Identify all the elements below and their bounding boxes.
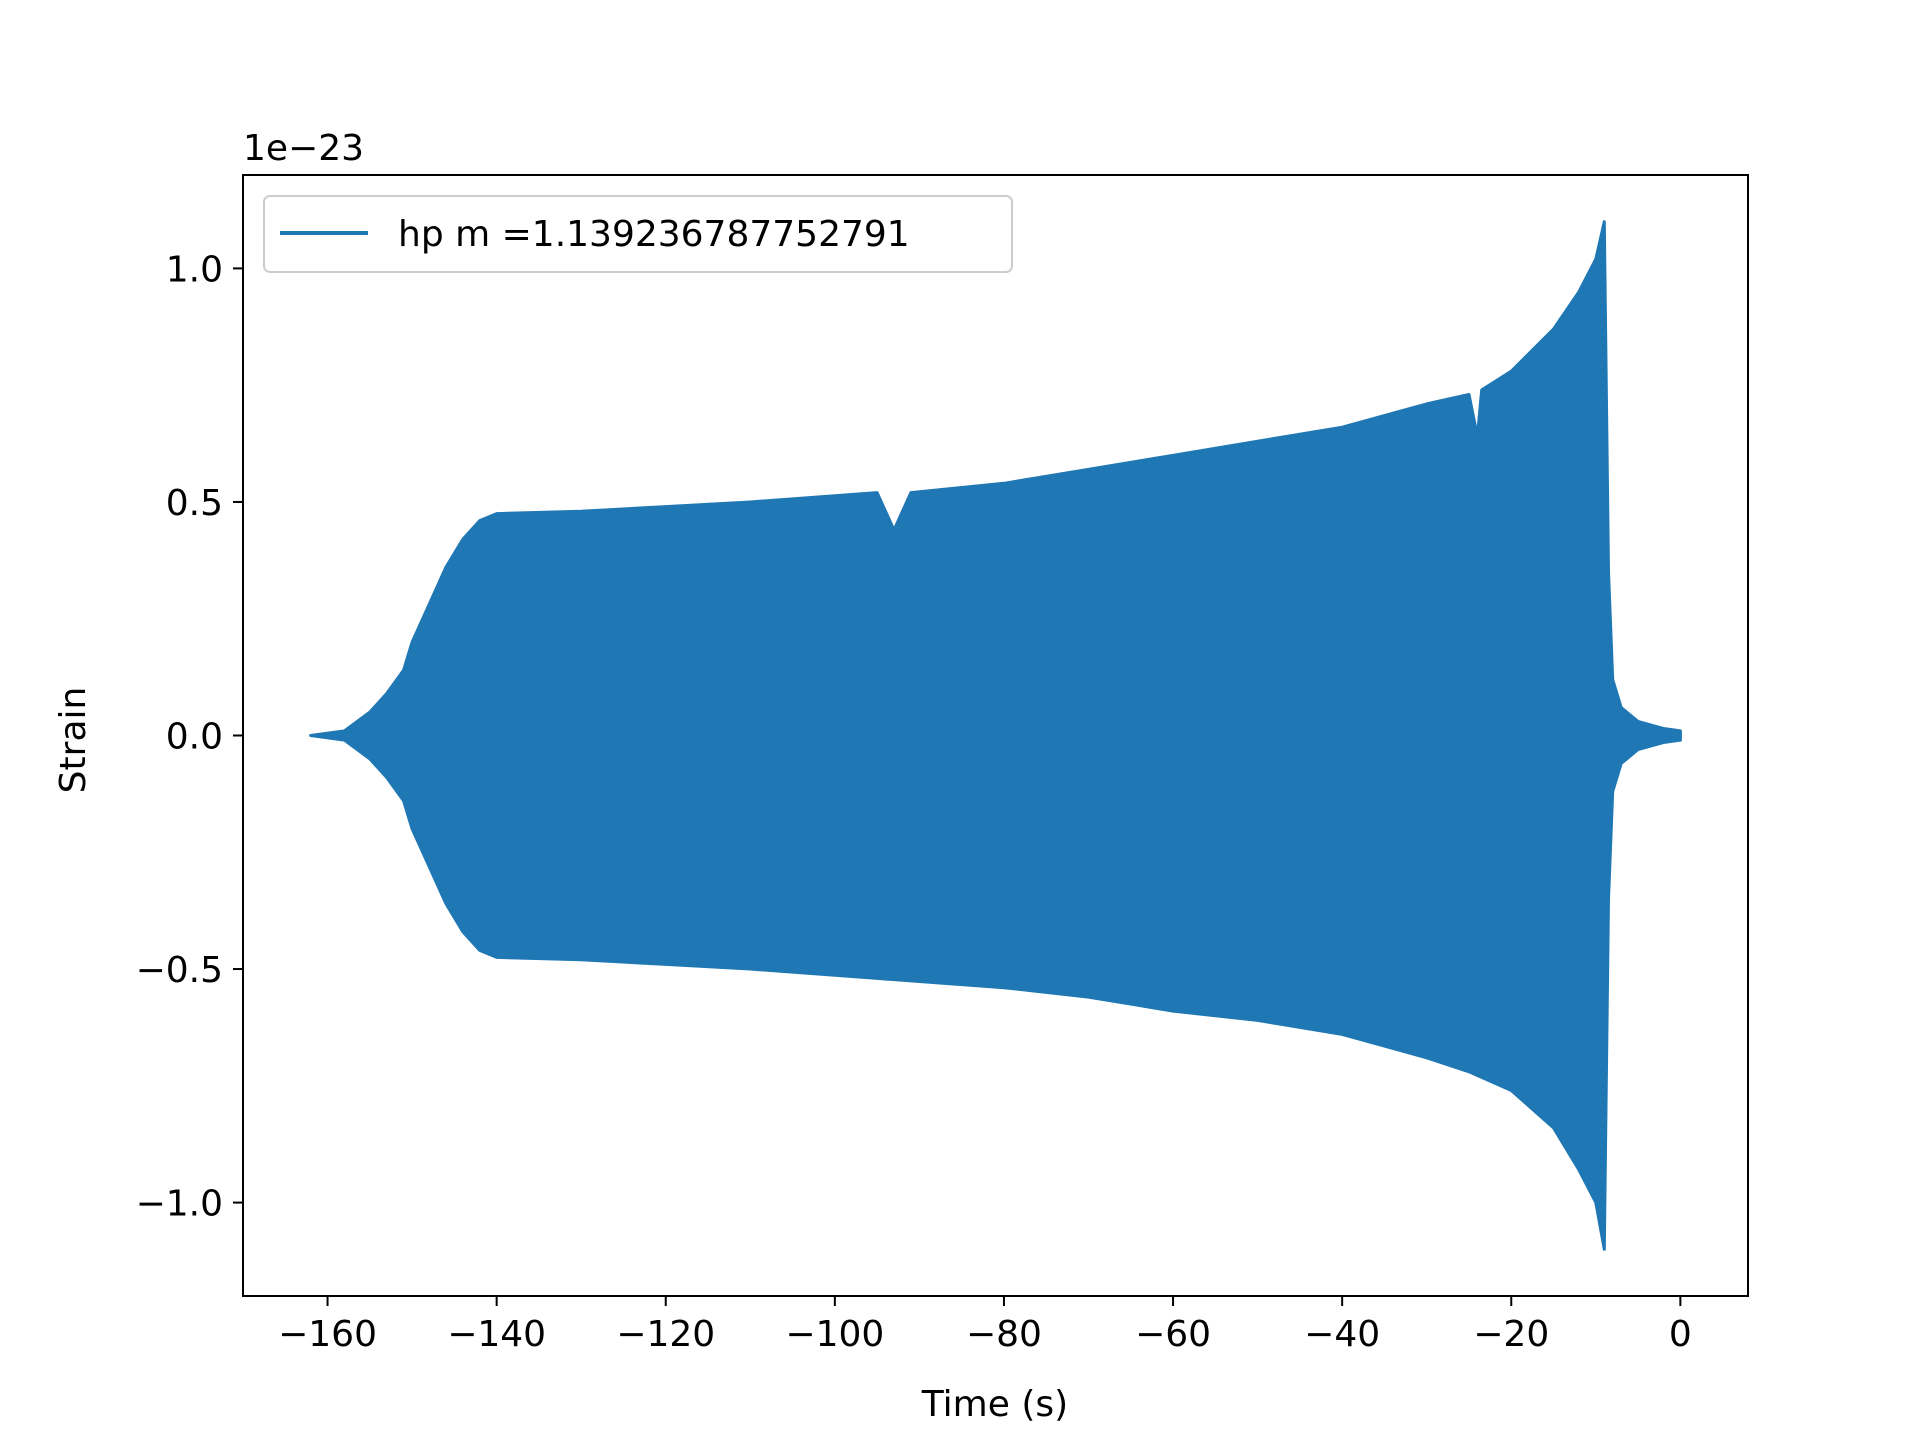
x-tick-label: −40: [1304, 1314, 1380, 1355]
x-tick-label: −80: [966, 1314, 1042, 1355]
y-tick-label: −1.0: [136, 1184, 223, 1225]
x-tick-label: −160: [278, 1314, 377, 1355]
x-tick-label: −20: [1473, 1314, 1549, 1355]
x-axis-label: Time (s): [921, 1384, 1068, 1425]
y-axis-ticks: 1.0 0.5 0.0 −0.5 −1.0: [136, 249, 243, 1225]
x-axis-ticks: −160 −140 −120 −100 −80 −60 −40 −20 0: [278, 1296, 1692, 1355]
y-axis-label: Strain: [53, 687, 94, 794]
x-tick-label: −100: [785, 1314, 884, 1355]
plot-area: [309, 220, 1682, 1251]
waveform-series: [309, 220, 1682, 1251]
x-tick-label: −120: [616, 1314, 715, 1355]
y-tick-label: 0.5: [166, 483, 223, 524]
x-tick-label: −60: [1135, 1314, 1211, 1355]
y-tick-label: 0.0: [166, 717, 223, 758]
x-tick-label: 0: [1669, 1314, 1692, 1355]
legend: hp m =1.139236787752791: [263, 195, 1013, 273]
x-tick-label: −140: [447, 1314, 546, 1355]
y-tick-label: −0.5: [136, 950, 223, 991]
y-tick-label: 1.0: [166, 249, 223, 290]
legend-box: [263, 195, 1013, 273]
legend-label: hp m =1.139236787752791: [398, 214, 910, 255]
y-axis-offset-label: 1e−23: [243, 128, 364, 169]
